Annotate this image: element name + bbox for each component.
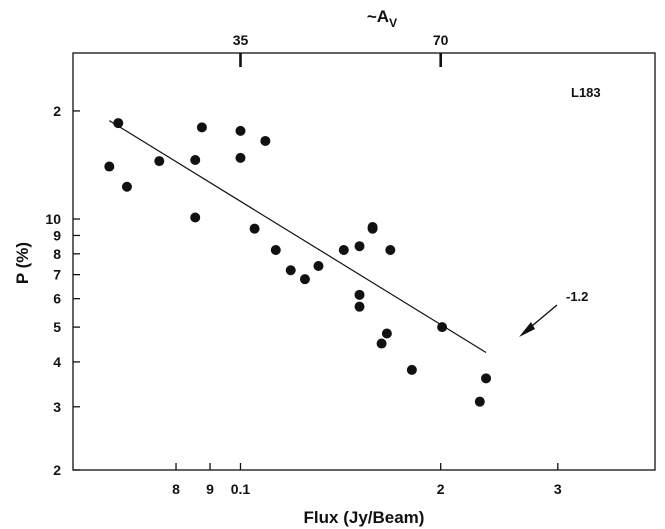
y-tick-label: 9 <box>53 227 61 243</box>
data-point <box>285 265 296 276</box>
y-tick-label: 8 <box>53 246 61 262</box>
x-tick-label: 8 <box>172 481 180 497</box>
slope-label: -1.2 <box>566 289 588 304</box>
data-point <box>354 241 365 252</box>
points-layer <box>104 118 492 407</box>
data-point <box>154 156 165 167</box>
data-point <box>190 212 201 223</box>
plot-frame <box>72 52 656 471</box>
slope-arrow-head <box>519 322 535 337</box>
y-tick-label: 6 <box>53 291 61 307</box>
data-point <box>406 364 417 375</box>
data-point <box>313 260 324 271</box>
data-point <box>474 396 485 407</box>
y-tick-label: 10 <box>45 211 61 227</box>
data-point <box>235 125 246 136</box>
data-point <box>104 161 115 172</box>
data-point <box>437 322 448 333</box>
fit-layer <box>108 120 487 353</box>
x-tick-label: 9 <box>206 481 214 497</box>
top-tick-label: 35 <box>233 32 249 48</box>
data-point <box>299 274 310 285</box>
data-point <box>354 289 365 300</box>
y-axis-title: P (%) <box>13 242 32 284</box>
data-point <box>354 301 365 312</box>
data-point <box>190 155 201 166</box>
data-point <box>249 223 260 234</box>
top-tick-label: 70 <box>433 32 449 48</box>
data-point <box>367 223 378 234</box>
y-tick-label: 2 <box>53 103 61 119</box>
data-point <box>481 373 492 384</box>
top-axis-title: ~AV <box>367 7 397 30</box>
y-tick-label: 3 <box>53 399 61 415</box>
x-tick-label: 3 <box>554 481 562 497</box>
data-point <box>338 244 349 255</box>
data-point <box>385 244 396 255</box>
data-point <box>260 135 271 146</box>
x-tick-label: 2 <box>437 481 445 497</box>
data-point <box>196 122 207 133</box>
data-point <box>113 118 124 129</box>
y-tick-label: 5 <box>53 319 61 335</box>
data-point <box>381 328 392 339</box>
data-point <box>235 152 246 163</box>
y-tick-label: 7 <box>53 267 61 283</box>
x-tick-label: 0.1 <box>231 481 251 497</box>
data-point <box>376 338 387 349</box>
x-axis-title: Flux (Jy/Beam) <box>304 508 425 527</box>
data-point <box>270 244 281 255</box>
series-label-l183: L183 <box>571 85 601 100</box>
fit-line <box>108 120 487 353</box>
y-tick-label: 4 <box>53 354 61 370</box>
y-tick-label: 2 <box>53 462 61 478</box>
data-point <box>121 181 132 192</box>
